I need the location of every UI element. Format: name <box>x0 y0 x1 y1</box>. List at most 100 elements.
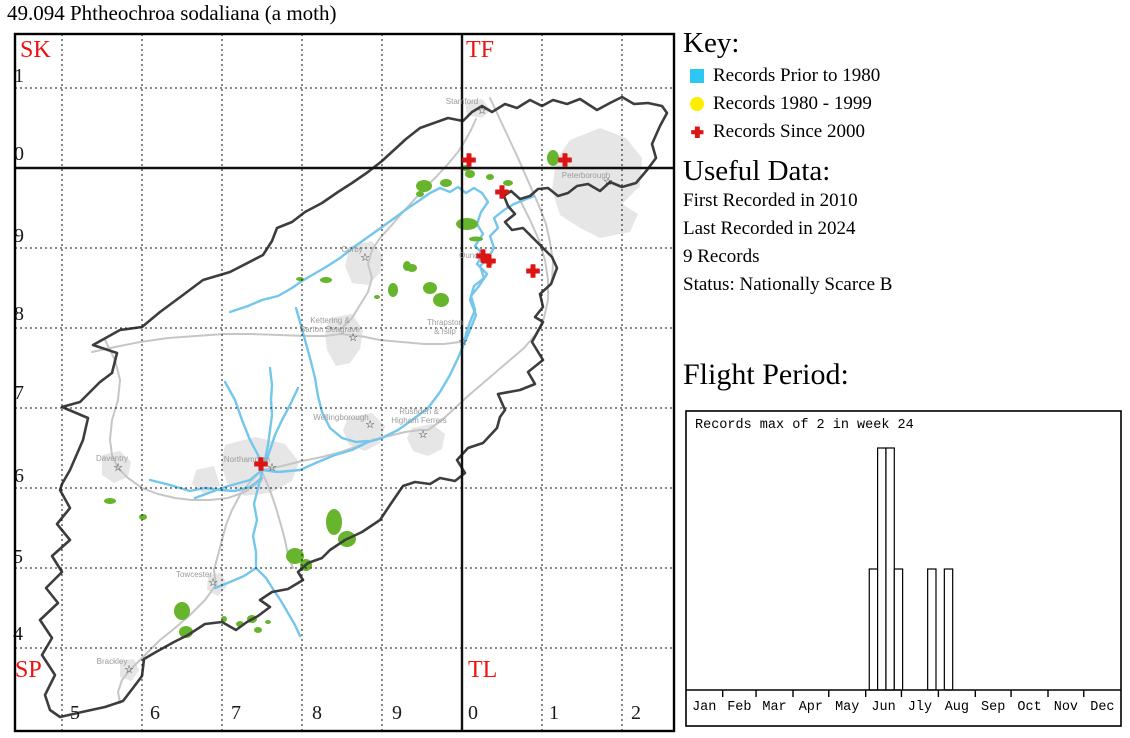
map-border <box>13 32 676 733</box>
distribution-map: Stamford☆Peterborough☆Oundle☆Corby☆Kette… <box>13 32 676 733</box>
flight-bar-week-30 <box>927 568 937 691</box>
town-star-icon: ☆ <box>477 105 487 117</box>
town-marker: Brackley☆ <box>97 657 134 676</box>
town-star-icon: ☆ <box>360 252 370 264</box>
key-item-label: Records 1980 - 1999 <box>713 93 872 115</box>
woodland-patch <box>296 277 304 281</box>
grid-col-label: 9 <box>392 702 402 724</box>
town-star-icon: ☆ <box>348 332 358 344</box>
grid-lines <box>15 34 674 731</box>
page-title: 49.094 Phtheochroa sodaliana (a moth) <box>7 1 337 25</box>
grid-col-label: 2 <box>631 702 641 724</box>
record-marker-cross <box>462 153 476 167</box>
urban-area <box>552 128 642 238</box>
month-label-jan: Jan <box>692 700 716 715</box>
grid-col-label: 7 <box>231 702 241 724</box>
woodland <box>104 150 559 638</box>
record-marker-cross <box>254 457 268 471</box>
chart-bars <box>868 447 954 691</box>
grid-row-label: 4 <box>13 623 23 645</box>
woodland-patch <box>433 293 449 307</box>
key-swatch-1980-1999-circle-icon <box>690 97 704 112</box>
month-label-oct: Oct <box>1017 700 1041 715</box>
town-label: Northampton <box>224 455 270 464</box>
river-tove <box>213 566 302 638</box>
woodland-patch <box>416 191 424 197</box>
flight-bar-week-24 <box>877 447 887 691</box>
stream <box>223 380 264 470</box>
record-markers-layer <box>254 153 572 471</box>
woodland-patch <box>388 283 398 297</box>
month-label-jly: Jly <box>908 700 932 715</box>
key-list: Records Prior to 1980 Records 1980 - 199… <box>683 65 1130 142</box>
urban-area <box>407 424 445 456</box>
woodland-patch <box>469 236 483 242</box>
flight-bar-week-32 <box>943 568 954 691</box>
grid-letters-layer: SK TF SP TL <box>15 37 497 683</box>
side-panel: Key: Records Prior to 1980 Records 1980 … <box>683 28 1130 299</box>
river-meanders <box>462 191 490 346</box>
towns-layer: Stamford☆Peterborough☆Oundle☆Corby☆Kette… <box>96 97 613 676</box>
town-marker: Stamford☆ <box>446 97 487 117</box>
river-ise <box>294 306 370 444</box>
grid-row-label: 8 <box>14 303 24 325</box>
woodland-patch <box>547 150 559 166</box>
woodland-patch <box>139 514 147 520</box>
grid-col-label: 0 <box>468 702 478 724</box>
woodland-patch <box>174 602 190 620</box>
urban-area <box>192 437 299 496</box>
town-star-icon: ☆ <box>365 419 375 431</box>
chart-border <box>685 410 1122 727</box>
key-swatch-since-2000-plus-icon <box>691 126 704 139</box>
key-item-label: Records Since 2000 <box>713 121 865 143</box>
month-label-sep: Sep <box>981 700 1005 715</box>
stream <box>251 470 264 568</box>
town-marker: Rushden & Higham Ferrers ☆ <box>391 407 447 441</box>
month-label-dec: Dec <box>1090 700 1114 715</box>
town-label: Wellingborough <box>313 413 368 422</box>
useful-data-first-recorded: First Recorded in 2010 <box>683 189 858 211</box>
record-marker-cross <box>526 264 540 278</box>
road <box>104 339 263 501</box>
woodland-patch <box>503 180 513 186</box>
month-label-nov: Nov <box>1054 700 1078 715</box>
woodland-patch <box>403 261 411 271</box>
key-item: Records Prior to 1980 <box>687 65 1130 86</box>
town-marker: Thrapston & Islip☆ <box>427 318 468 348</box>
grid-letter-tl: TL <box>468 657 497 683</box>
key-item-label: Records Prior to 1980 <box>713 65 881 87</box>
woodland-patch <box>456 218 478 230</box>
flight-bar-week-25 <box>885 447 895 691</box>
town-marker: Kettering & Barton Seagrave☆ <box>300 316 361 344</box>
urban-area <box>345 241 383 285</box>
roads <box>91 97 554 704</box>
useful-data-section: Useful Data: First Recorded in 2010 Last… <box>683 156 1130 298</box>
flight-bar-week-26 <box>893 568 904 691</box>
woodland-patch <box>265 620 271 624</box>
woodland-patch <box>326 509 342 535</box>
town-marker: Northampton☆ <box>224 455 277 474</box>
month-label-apr: Apr <box>799 700 823 715</box>
flight-period-heading: Flight Period: <box>683 358 849 391</box>
record-marker-cross <box>482 254 496 268</box>
chart-month-ticks <box>721 690 1085 697</box>
record-marker-cross <box>558 153 572 167</box>
woodland-patch <box>423 282 437 294</box>
town-label: Kettering & Barton Seagrave <box>300 316 361 334</box>
grid-letter-sp: SP <box>15 657 42 683</box>
useful-data-record-count: 9 Records <box>683 245 760 267</box>
stream <box>264 386 300 464</box>
town-label: Corby <box>341 245 362 254</box>
record-marker-cross <box>495 185 509 199</box>
distribution-map-panel: Stamford☆Peterborough☆Oundle☆Corby☆Kette… <box>13 32 676 733</box>
grid-col-label: 8 <box>312 702 322 724</box>
useful-data-status: Status: Nationally Scarce B <box>683 273 893 295</box>
grid-col-label: 6 <box>150 702 160 724</box>
chart-month-labels: Jan Feb Mar Apr May Jun Jly Aug Sep Oct Nov Dec <box>692 700 1114 715</box>
town-star-icon: ☆ <box>124 664 134 676</box>
month-label-feb: Feb <box>727 700 751 715</box>
grid-row-label: 5 <box>13 546 23 568</box>
flight-bar-week-23 <box>868 568 879 691</box>
grid-row-label: 9 <box>14 225 24 247</box>
stream <box>263 366 274 462</box>
